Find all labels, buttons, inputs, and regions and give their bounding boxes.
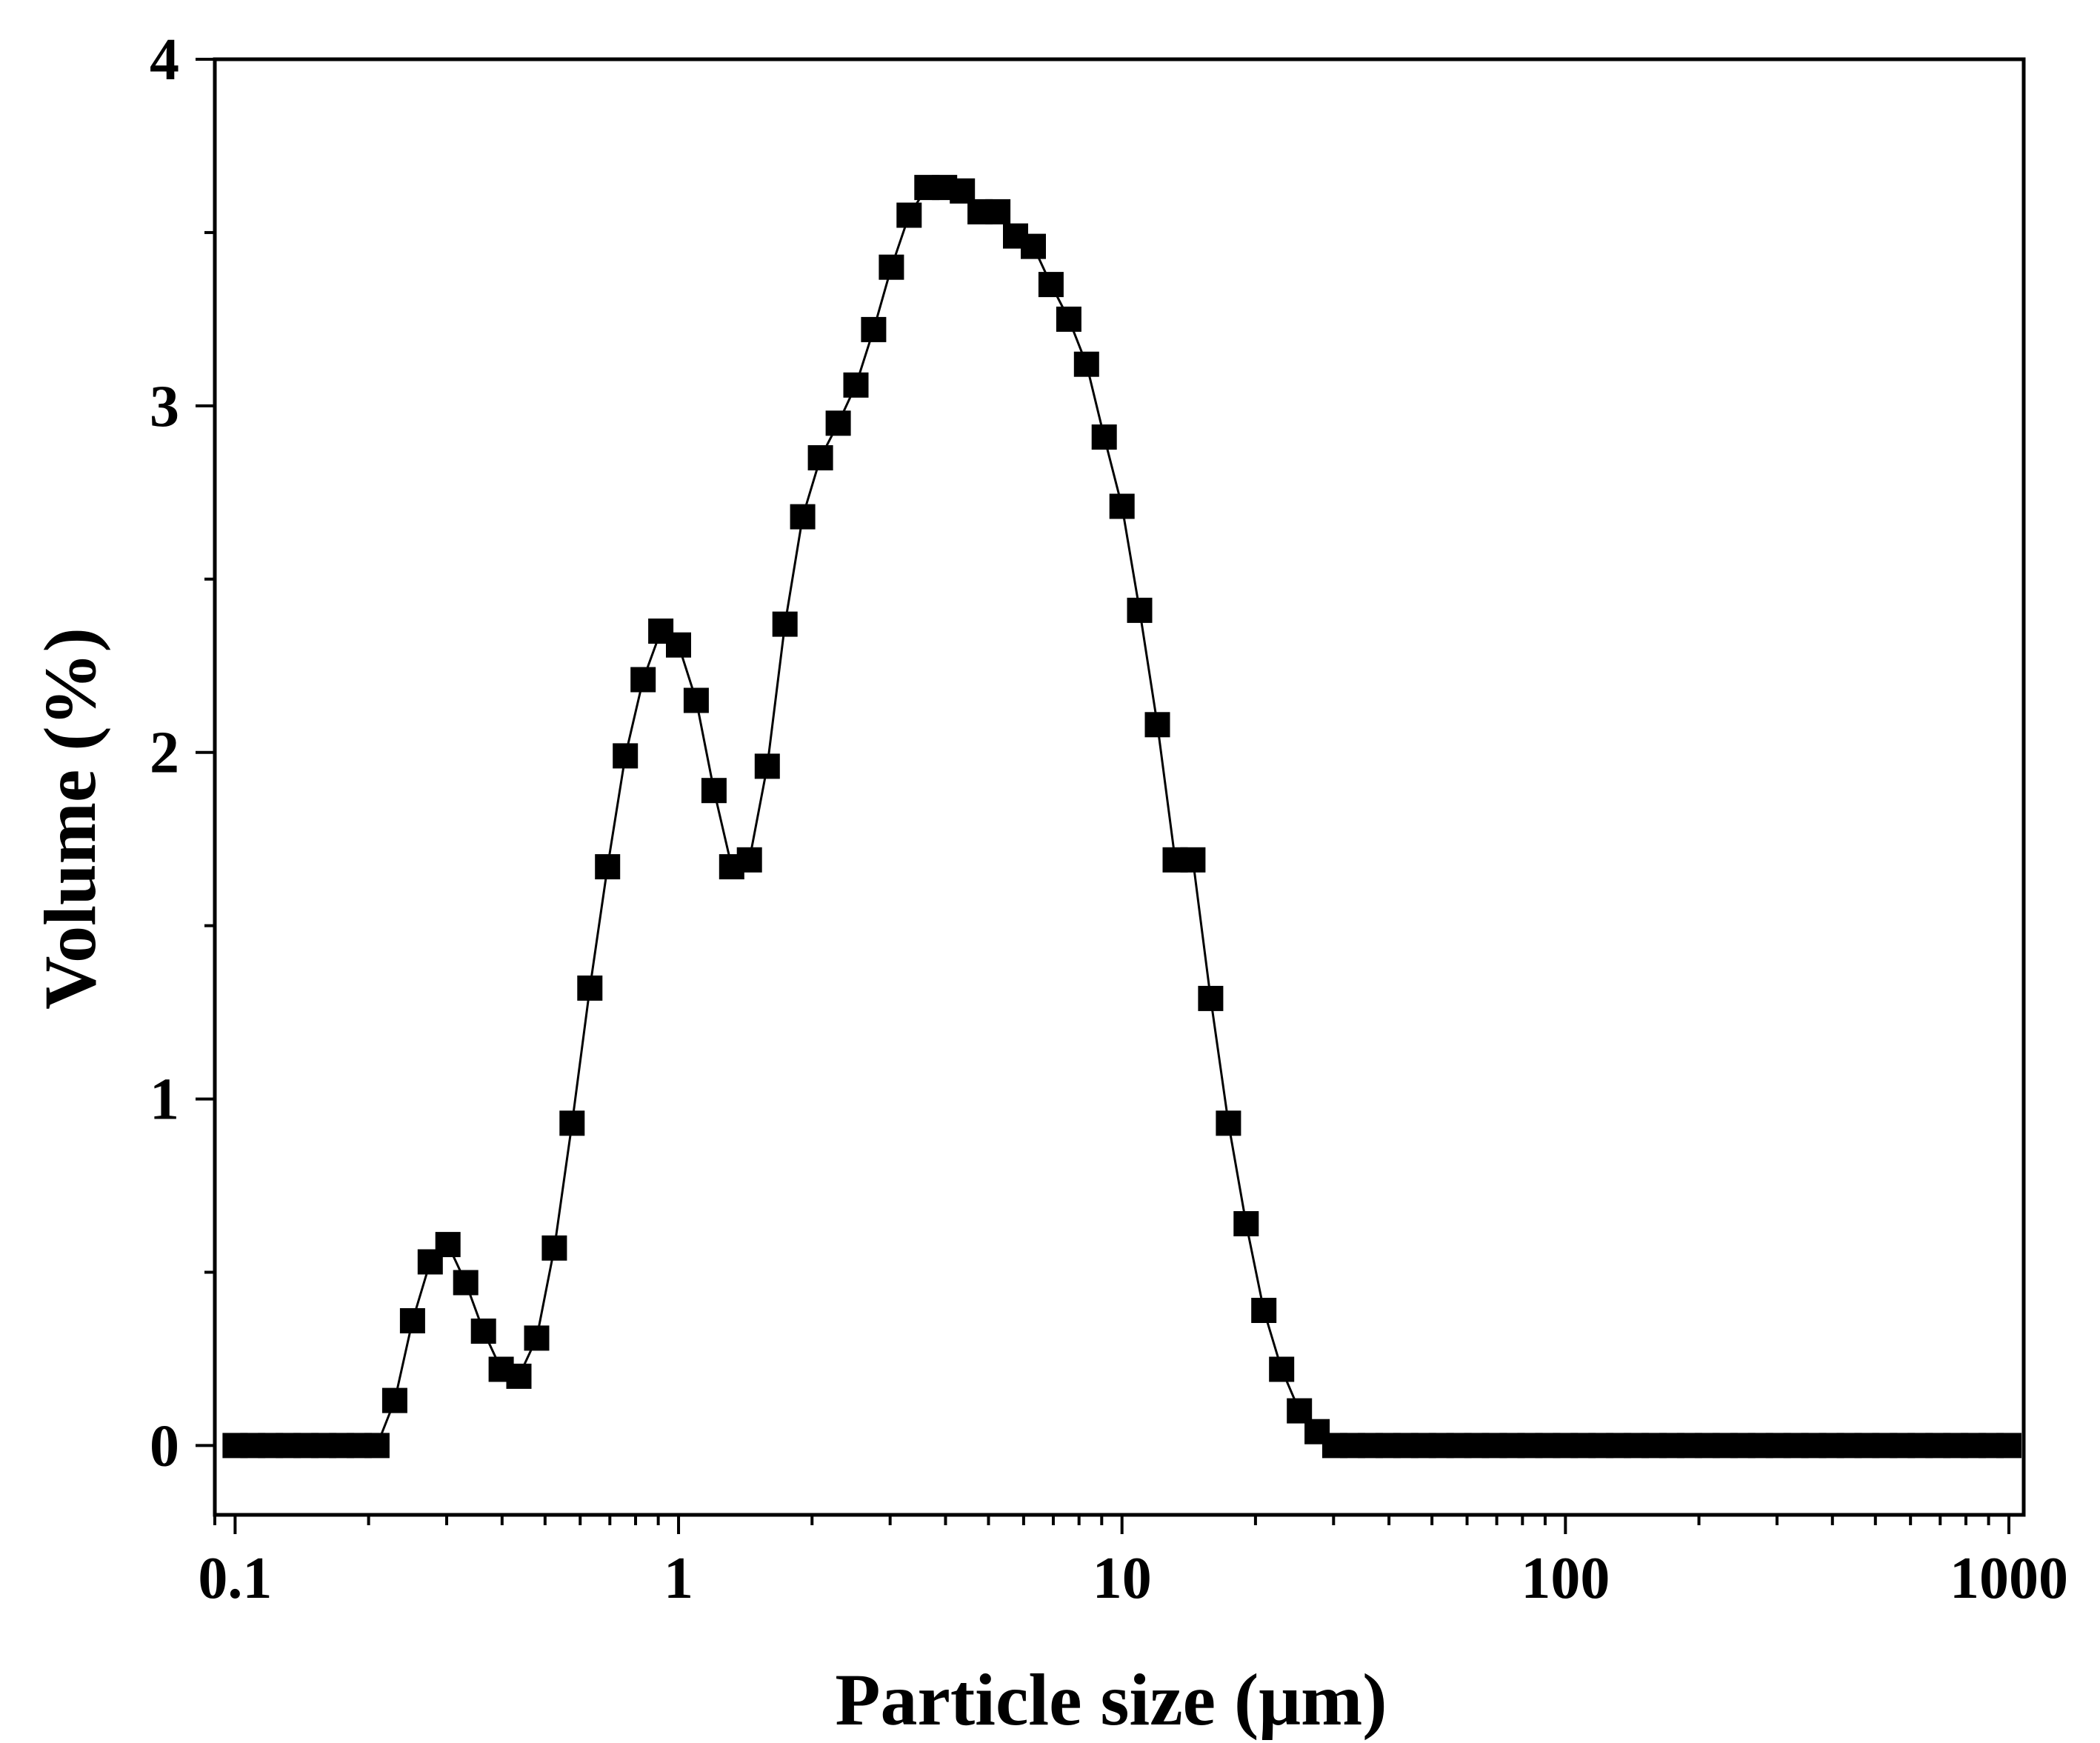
y-tick-label: 3 xyxy=(150,374,179,439)
data-point-marker xyxy=(1180,847,1206,873)
marker-layer xyxy=(222,175,2021,1459)
data-point-marker xyxy=(1073,351,1099,377)
data-point-marker xyxy=(754,753,780,779)
data-point-marker xyxy=(1269,1356,1295,1382)
data-point-marker xyxy=(1056,306,1081,332)
data-point-marker xyxy=(630,667,656,693)
data-point-marker xyxy=(666,632,691,658)
x-tick-label: 1 xyxy=(664,1546,693,1611)
data-point-marker xyxy=(613,743,639,769)
data-point-marker xyxy=(807,445,833,470)
data-point-marker xyxy=(1021,233,1046,259)
data-point-marker xyxy=(1233,1211,1259,1236)
data-point-marker xyxy=(1091,424,1117,450)
data-point-marker xyxy=(524,1325,550,1351)
data-point-marker xyxy=(861,316,887,342)
data-point-marker xyxy=(453,1270,479,1296)
y-tick-label: 1 xyxy=(150,1067,179,1133)
data-point-marker xyxy=(683,687,709,713)
data-point-marker xyxy=(470,1319,496,1344)
data-point-marker xyxy=(1038,272,1064,298)
data-point-marker xyxy=(1144,712,1170,738)
x-tick-label: 10 xyxy=(1093,1546,1152,1611)
plot-frame xyxy=(213,57,2026,1517)
data-point-marker xyxy=(1198,985,1224,1011)
y-tick-label: 2 xyxy=(150,721,179,786)
data-point-marker xyxy=(506,1363,532,1389)
data-point-marker xyxy=(577,975,603,1001)
data-point-marker xyxy=(790,504,816,530)
x-axis-title: Particle size (μm) xyxy=(835,1659,1387,1741)
data-point-marker xyxy=(381,1387,407,1413)
data-point-marker xyxy=(399,1308,425,1333)
y-axis-ticks: 0 1 2 3 4 xyxy=(150,27,215,1479)
x-tick-label: 1000 xyxy=(1950,1546,2068,1611)
data-point-marker xyxy=(1216,1110,1241,1136)
data-point-marker xyxy=(896,202,922,228)
data-point-marker xyxy=(595,854,621,880)
y-tick-label: 4 xyxy=(150,27,179,93)
data-point-marker xyxy=(772,611,798,637)
data-point-marker xyxy=(364,1433,390,1459)
data-point-marker xyxy=(559,1110,585,1136)
data-point-marker xyxy=(843,372,869,398)
data-point-marker xyxy=(541,1235,567,1261)
x-tick-label: 100 xyxy=(1521,1546,1610,1611)
data-point-marker xyxy=(1996,1433,2021,1459)
data-point-marker xyxy=(1251,1298,1277,1323)
data-point-marker xyxy=(1109,493,1135,519)
data-point-marker xyxy=(879,254,904,280)
data-point-marker xyxy=(825,410,851,436)
data-point-marker xyxy=(435,1232,461,1258)
x-tick-label: 0.1 xyxy=(198,1546,272,1611)
data-point-marker xyxy=(701,778,727,804)
y-axis-title: Volume (%) xyxy=(29,627,111,1010)
data-point-marker xyxy=(1127,597,1153,623)
y-tick-label: 0 xyxy=(150,1413,179,1479)
data-point-marker xyxy=(736,847,762,873)
data-point-marker xyxy=(985,199,1011,224)
x-axis-ticks: 0.1 1 10 100 1000 xyxy=(198,1515,2068,1611)
